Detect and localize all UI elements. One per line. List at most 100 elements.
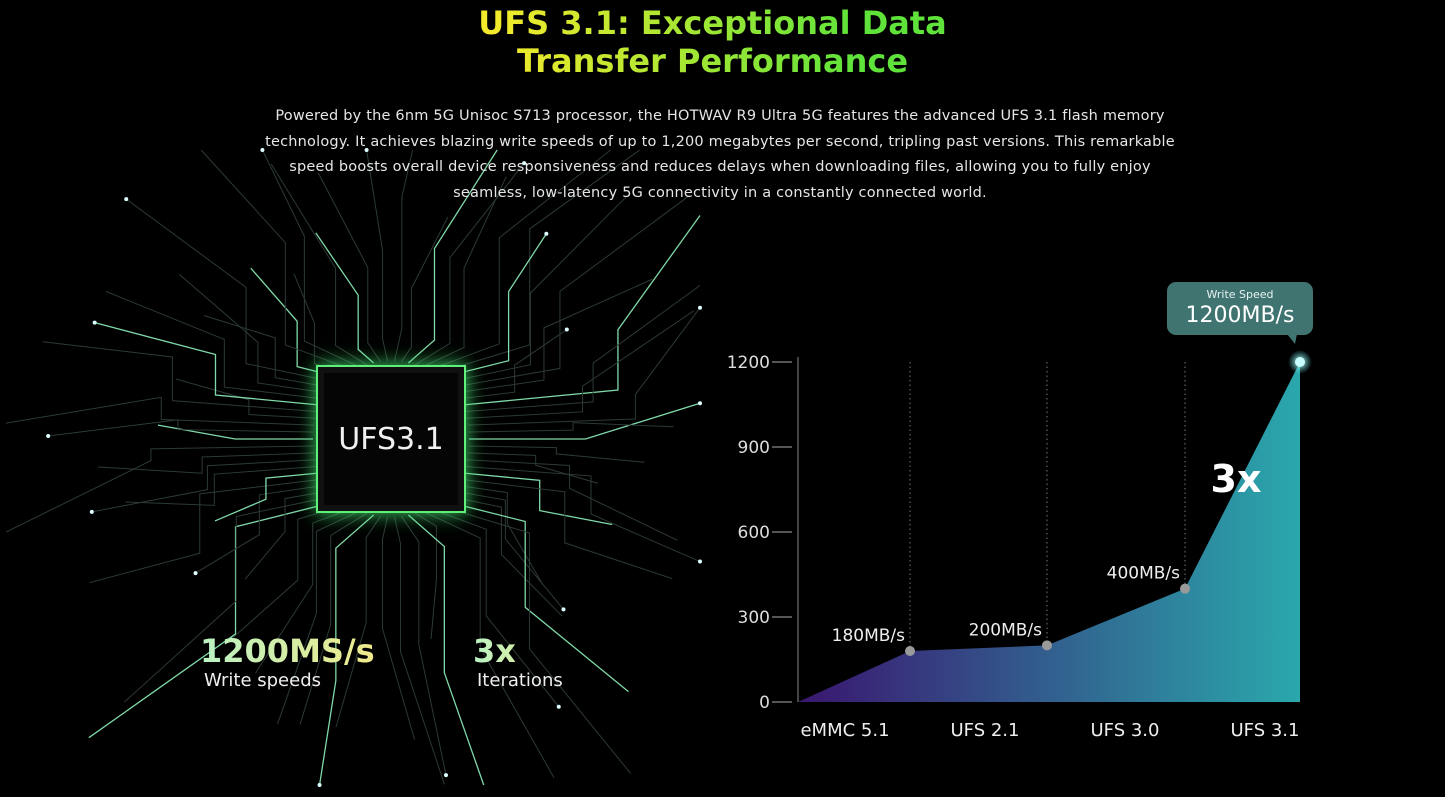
circuit-trace <box>401 216 449 362</box>
circuit-node <box>444 773 449 778</box>
circuit-trace <box>277 510 361 725</box>
circuit-node <box>564 327 569 332</box>
circuit-trace <box>407 149 498 364</box>
x-tick-label: eMMC 5.1 <box>800 720 889 741</box>
circuit-trace <box>407 514 485 786</box>
circuit-trace <box>89 478 325 584</box>
circuit-trace <box>457 478 673 580</box>
circuit-node <box>698 305 702 310</box>
circuit-trace <box>433 503 632 774</box>
circuit-node <box>317 783 322 787</box>
stat-write-speed: 1200MS/s Write speeds <box>200 632 375 692</box>
circuit-trace <box>315 232 375 364</box>
annotation-3x: 3x <box>1211 457 1262 501</box>
circuit-trace <box>394 516 445 785</box>
circuit-trace <box>467 307 701 426</box>
stat-value: 3x <box>473 632 563 670</box>
y-tick-label: 300 <box>738 608 770 628</box>
circuit-trace <box>94 322 321 406</box>
circuit-trace <box>463 285 701 413</box>
y-tick-label: 1200 <box>727 353 770 373</box>
circuit-trace <box>414 162 525 366</box>
y-tick-label: 900 <box>738 438 770 458</box>
data-label: 180MB/s <box>832 626 906 646</box>
data-point <box>1180 583 1190 594</box>
circuit-trace <box>244 489 333 580</box>
circuit-trace <box>401 516 447 776</box>
circuit-node <box>698 401 702 406</box>
circuit-node <box>260 148 265 152</box>
circuit-trace <box>255 507 355 674</box>
circuit-trace <box>195 484 328 574</box>
circuit-trace <box>394 149 414 362</box>
stat-label: Write speeds <box>204 670 321 691</box>
circuit-trace <box>105 291 325 400</box>
circuit-trace <box>178 273 328 394</box>
circuit-node <box>193 571 198 576</box>
circuit-trace <box>200 149 355 371</box>
circuit-trace <box>98 452 315 474</box>
circuit-trace <box>454 278 653 394</box>
circuit-trace <box>88 499 343 739</box>
circuit-trace <box>439 499 629 693</box>
circuit-trace <box>421 176 507 368</box>
circuit-trace <box>261 149 361 368</box>
circuit-node <box>124 197 129 202</box>
circuit-trace <box>125 465 319 506</box>
x-tick-label: UFS 3.1 <box>1231 720 1300 741</box>
area-series <box>798 362 1300 702</box>
circuit-trace <box>439 233 547 379</box>
circuit-trace <box>449 489 564 610</box>
circuit-trace <box>469 402 701 440</box>
callout-title: Write Speed <box>1206 288 1274 301</box>
y-tick-label: 0 <box>759 693 770 713</box>
stat-iterations: 3x Iterations <box>473 632 563 692</box>
description: Powered by the 6nm 5G Unisoc S713 proces… <box>265 108 1175 201</box>
circuit-trace <box>270 163 368 366</box>
circuit-trace <box>444 196 627 384</box>
circuit-trace <box>433 149 641 375</box>
circuit-trace <box>214 472 321 522</box>
circuit-trace <box>42 341 319 413</box>
circuit-trace <box>414 512 437 639</box>
circuit-node <box>364 148 369 152</box>
circuit-node <box>698 559 702 564</box>
circuit-trace <box>299 512 368 725</box>
circuit-node <box>556 704 561 709</box>
circuit-node <box>92 320 97 325</box>
circuit-node <box>561 607 566 612</box>
circuit-node <box>544 231 549 236</box>
circuit-trace <box>5 445 314 533</box>
circuit-trace <box>427 507 560 708</box>
circuit-trace <box>444 494 563 617</box>
circuit-trace <box>91 459 316 513</box>
circuit-trace <box>317 172 381 362</box>
circuit-trace <box>421 510 555 778</box>
circuit-trace <box>48 419 314 437</box>
circuit-trace <box>318 514 375 786</box>
stat-value: 1200MS/s <box>200 632 375 670</box>
data-point <box>1295 357 1305 367</box>
circuit-trace <box>466 310 694 419</box>
y-tick-label: 600 <box>738 523 770 543</box>
circuit-trace <box>463 465 701 563</box>
circuit-trace <box>366 149 388 362</box>
circuit-trace <box>427 149 611 371</box>
callout-value: 1200MB/s <box>1185 303 1295 328</box>
circuit-trace <box>461 472 613 526</box>
circuit-trace <box>449 194 691 389</box>
data-label: 400MB/s <box>1107 564 1181 584</box>
circuit-trace <box>5 396 315 426</box>
stat-label: Iterations <box>477 670 563 691</box>
chip-graphic: UFS3.1 <box>316 365 466 513</box>
circuit-trace <box>457 329 568 400</box>
circuit-node <box>522 161 527 166</box>
circuit-trace <box>203 315 333 389</box>
circuit-node <box>46 433 51 438</box>
callout-bubble: Write Speed 1200MB/s <box>1167 282 1313 344</box>
circuit-trace <box>461 215 701 406</box>
circuit-trace <box>466 459 678 541</box>
circuit-trace <box>468 422 674 433</box>
